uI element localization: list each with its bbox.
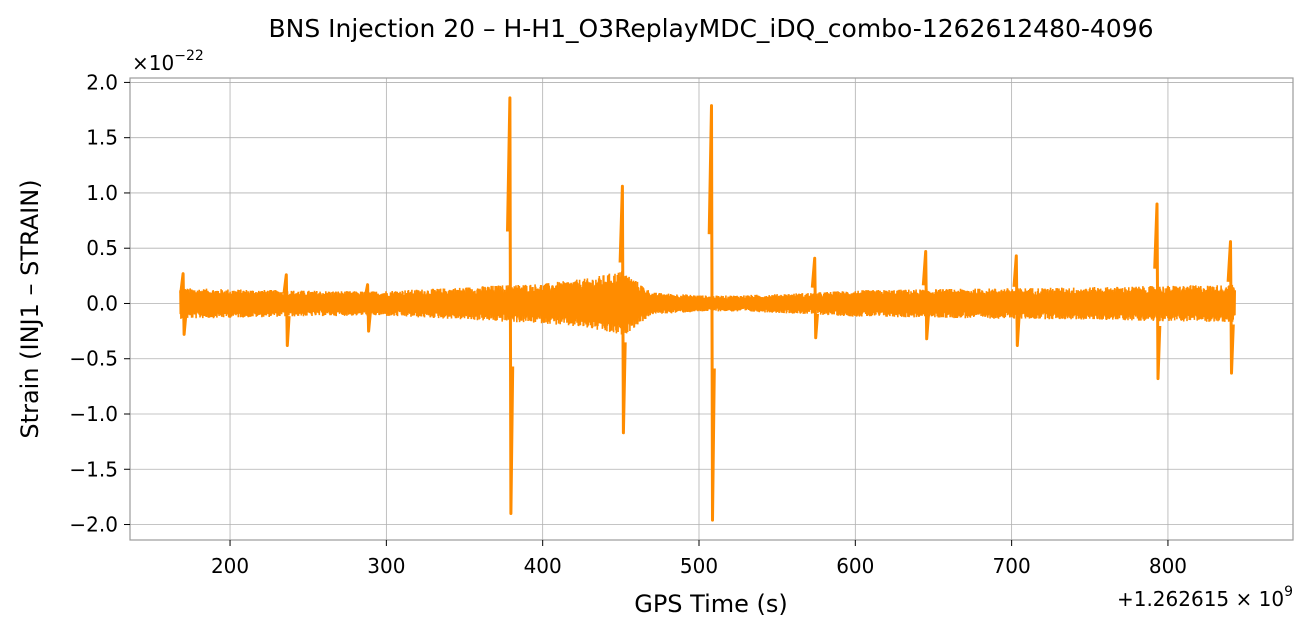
glitch-spike [1226, 240, 1235, 375]
x-tick-label: 700 [993, 554, 1031, 578]
plot-area [179, 96, 1236, 522]
x-tick-label: 300 [367, 554, 405, 578]
x-tick-label: 600 [836, 554, 874, 578]
y-tick-label: 1.5 [86, 126, 118, 150]
x-tick-label: 500 [680, 554, 718, 578]
y-axis-label: Strain (INJ1 – STRAIN) [16, 179, 44, 438]
x-offset-base: +1.262615 × 10 [1117, 587, 1284, 611]
y-axis-ticks: −2.0 −1.5 −1.0 −0.5 0.0 0.5 1.0 1.5 2.0 [69, 70, 130, 537]
x-offset-exponent: 9 [1284, 584, 1293, 600]
y-tick-label: −0.5 [69, 347, 118, 371]
x-tick-label: 800 [1149, 554, 1187, 578]
x-tick-label: 400 [524, 554, 562, 578]
y-multiplier-base: ×10 [132, 51, 174, 75]
y-tick-label: 2.0 [86, 70, 118, 94]
glitch-spike [363, 283, 372, 333]
glitch-spike [506, 96, 515, 515]
glitch-spike [282, 273, 291, 347]
x-axis-offset: +1.262615 × 109 [1117, 584, 1293, 611]
y-tick-label: 1.0 [86, 181, 118, 205]
glitch-spike [1012, 254, 1021, 347]
y-axis-multiplier: ×10−22 [132, 48, 204, 75]
y-tick-label: −1.5 [69, 457, 118, 481]
x-tick-label: 200 [211, 554, 249, 578]
x-axis-ticks: 200 300 400 500 600 700 800 [211, 540, 1187, 578]
glitch-spike [810, 256, 819, 340]
y-multiplier-exponent: −22 [174, 48, 204, 64]
y-tick-label: −2.0 [69, 513, 118, 537]
y-tick-label: 0.5 [86, 236, 118, 260]
glitch-spike [1153, 202, 1162, 381]
chart-title: BNS Injection 20 – H-H1_O3ReplayMDC_iDQ_… [268, 14, 1153, 43]
x-axis-label: GPS Time (s) [634, 590, 788, 618]
glitch-spike [921, 250, 930, 341]
y-tick-label: 0.0 [86, 291, 118, 315]
glitch-spike [707, 104, 716, 522]
glitch-spike [179, 272, 188, 336]
glitch-spike [618, 184, 627, 435]
y-tick-label: −1.0 [69, 402, 118, 426]
plot-frame [129, 77, 1294, 541]
strain-series-line [179, 271, 1236, 336]
